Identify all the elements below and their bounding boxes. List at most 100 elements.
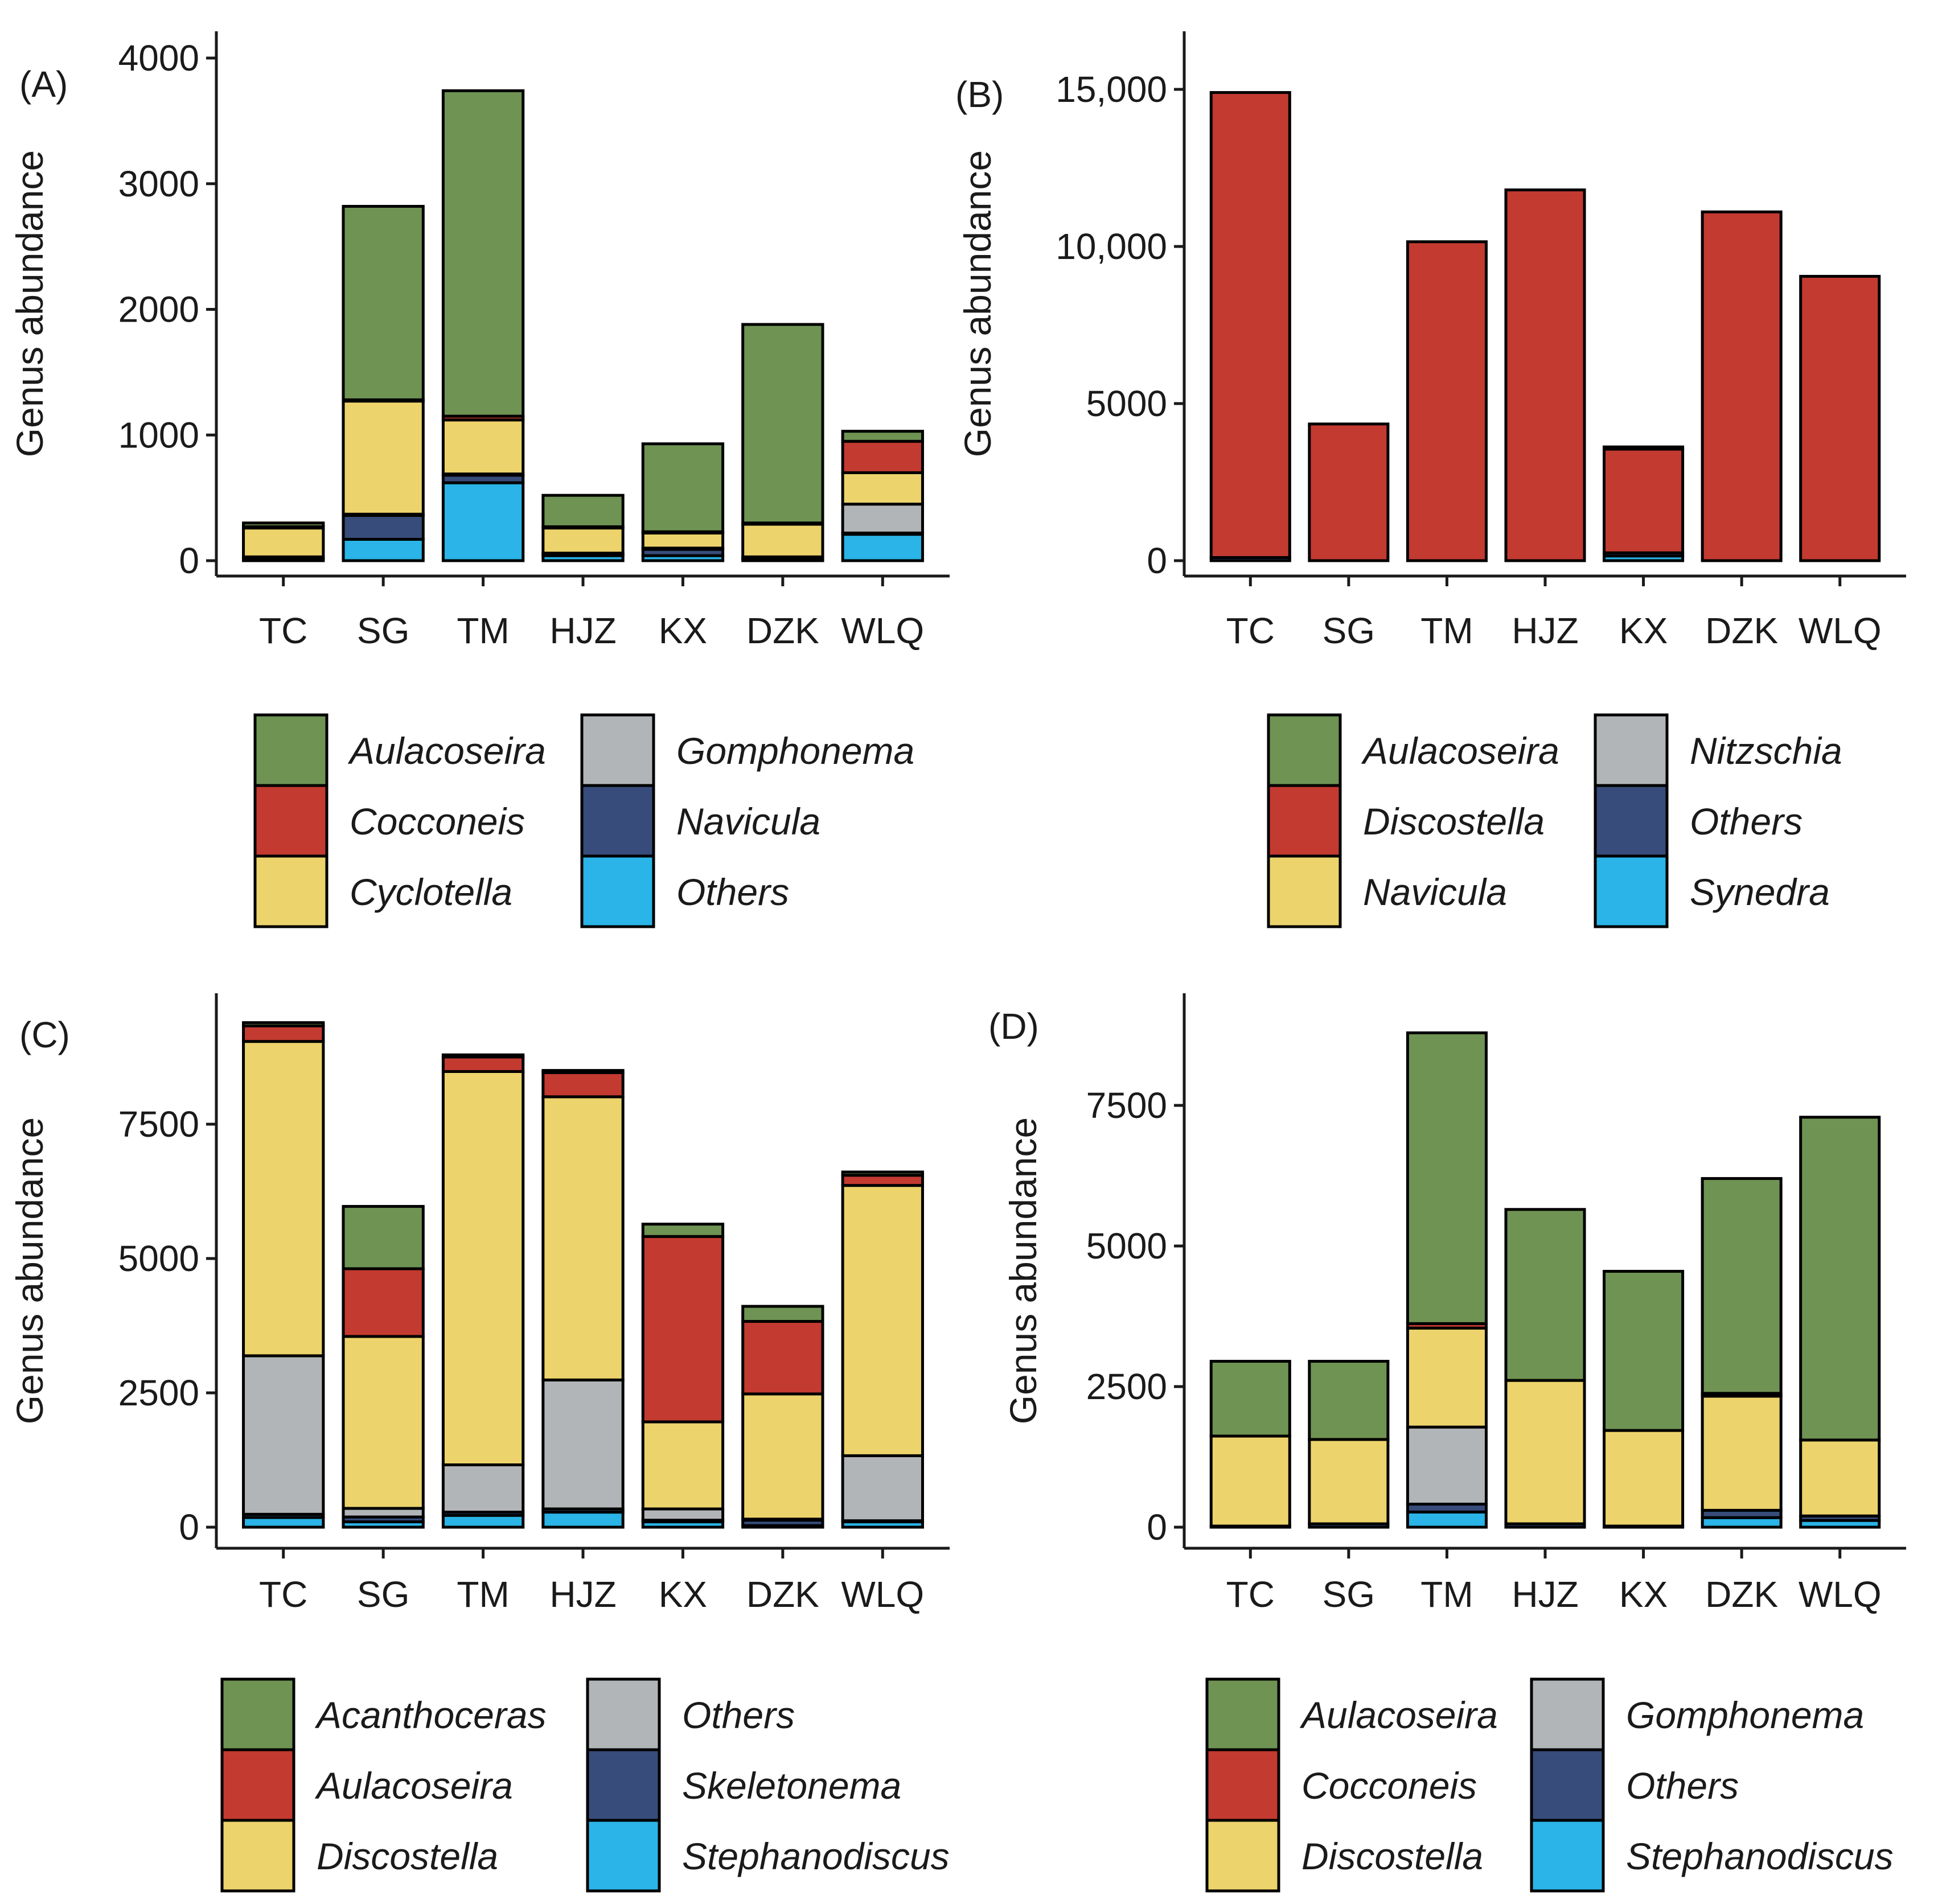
bar-segment-sg-cyclotella bbox=[342, 400, 425, 516]
panel-b: (B) Genus abundance 0 5000 10,000 15,000 TC S… bbox=[955, 31, 1906, 928]
legend-key-aulacoseira bbox=[220, 1748, 295, 1822]
bar-segment-tm-others bbox=[441, 481, 525, 562]
legend-key-others bbox=[580, 854, 655, 928]
bar-segment-dzk-discostella bbox=[741, 1392, 824, 1521]
legend-label-gomphonema: Gomphonema bbox=[1626, 1694, 1864, 1736]
legend-label-cocconeis: Cocconeis bbox=[350, 800, 525, 842]
x-tick-label: DZK bbox=[1705, 610, 1778, 651]
x-tick-label: KX bbox=[1619, 610, 1668, 651]
legend-label-stephanodiscus: Stephanodiscus bbox=[1626, 1835, 1894, 1877]
y-tick-label: 10,000 bbox=[1056, 226, 1167, 267]
bar-segment-kx-others bbox=[641, 1507, 725, 1522]
y-tick-label: 0 bbox=[179, 1507, 199, 1548]
bar-segment-tc-aulacoseira bbox=[242, 1024, 325, 1043]
legend-key-gomphonema bbox=[1530, 1677, 1605, 1751]
legend-key-aulacoseira bbox=[253, 713, 329, 787]
bar-segment-hjz-stephanodiscus bbox=[541, 1511, 625, 1529]
bar-segment-tm-discostella bbox=[1406, 240, 1488, 562]
bar-segment-kx-discostella bbox=[1603, 447, 1685, 554]
bar-segment-hjz-aulacoseira bbox=[541, 494, 625, 528]
legend-key-discostella bbox=[220, 1819, 295, 1893]
bar-segment-kx-discostella bbox=[1603, 1429, 1685, 1528]
legend-label-others: Others bbox=[1690, 800, 1802, 842]
bar-segment-wlq-discostella bbox=[1799, 1438, 1881, 1518]
bar-segment-tm-stephanodiscus bbox=[441, 1514, 525, 1529]
bar-segment-tm-cyclotella bbox=[441, 418, 525, 476]
bar-segment-sg-discostella bbox=[1308, 422, 1390, 562]
x-tick-label: HJZ bbox=[549, 1574, 616, 1615]
bar-segment-tc-cyclotella bbox=[242, 527, 325, 558]
legend-label-others: Others bbox=[676, 871, 789, 913]
bar-segment-hjz-others bbox=[541, 1378, 625, 1511]
x-tick-label: TM bbox=[457, 1574, 509, 1615]
bar-segment-wlq-cocconeis bbox=[841, 439, 924, 474]
panel-a: (A) Genus abundance 0 1000 2000 3000 4000 TC S… bbox=[9, 31, 950, 928]
legend-key-cocconeis bbox=[1205, 1748, 1280, 1822]
legend-key-aulacoseira bbox=[1267, 713, 1342, 787]
legend-key-discostella bbox=[1205, 1819, 1280, 1893]
panel-c: (C) Genus abundance 0 2500 5000 7500 TC SG TM H… bbox=[9, 993, 950, 1893]
bar-segment-dzk-cyclotella bbox=[741, 523, 824, 558]
x-tick-label: TM bbox=[1420, 1574, 1473, 1615]
y-tick-label: 0 bbox=[179, 540, 199, 581]
y-tick-label: 0 bbox=[1147, 540, 1167, 581]
bar-segment-hjz-discostella bbox=[1504, 188, 1586, 562]
legend-label-navicula: Navicula bbox=[676, 800, 820, 842]
x-tick-label: TM bbox=[457, 610, 509, 651]
bar-segment-kx-aulacoseira bbox=[1603, 1269, 1685, 1432]
legend-label-discostella: Discostella bbox=[1363, 800, 1545, 842]
bar-segment-dzk-aulacoseira bbox=[741, 323, 824, 525]
x-tick-label: TC bbox=[259, 610, 307, 651]
bar-segment-hjz-cyclotella bbox=[541, 527, 625, 555]
y-tick-label: 5000 bbox=[118, 1238, 199, 1279]
legend-label-aulacoseira: Aulacoseira bbox=[347, 730, 546, 772]
legend-key-navicula bbox=[1267, 854, 1342, 928]
legend-label-aulacoseira: Aulacoseira bbox=[314, 1765, 513, 1807]
bar-segment-sg-others bbox=[342, 537, 425, 562]
bar-segment-wlq-cyclotella bbox=[841, 471, 924, 506]
bar-segment-wlq-acanthoceras bbox=[841, 1170, 924, 1177]
bar-segment-tc-acanthoceras bbox=[242, 1021, 325, 1027]
y-tick-label: 7500 bbox=[1086, 1085, 1167, 1126]
bar-segment-dzk-aulacoseira bbox=[741, 1319, 824, 1396]
y-axis-title: Genus abundance bbox=[9, 1117, 51, 1424]
bar-segment-tm-discostella bbox=[441, 1070, 525, 1466]
bar-segment-tm-acanthoceras bbox=[441, 1053, 525, 1059]
bar-segment-dzk-discostella bbox=[1701, 1395, 1783, 1512]
y-tick-label: 5000 bbox=[1086, 383, 1167, 424]
bar-segment-tc-others bbox=[242, 1354, 325, 1516]
legend-label-navicula: Navicula bbox=[1363, 871, 1507, 913]
y-axis-title: Genus abundance bbox=[1002, 1117, 1044, 1424]
bar-segment-kx-aulacoseira bbox=[641, 442, 725, 533]
y-tick-label: 7500 bbox=[118, 1104, 199, 1145]
legend-label-stephanodiscus: Stephanodiscus bbox=[682, 1835, 950, 1877]
x-tick-label: WLQ bbox=[1799, 610, 1882, 651]
legend-label-gomphonema: Gomphonema bbox=[676, 730, 914, 772]
legend-label-discostella: Discostella bbox=[317, 1835, 498, 1877]
legend-key-synedra bbox=[1594, 854, 1669, 928]
legend-key-nitzschia bbox=[1594, 713, 1669, 787]
legend-key-stephanodiscus bbox=[1530, 1819, 1605, 1893]
bar-segment-wlq-aulacoseira bbox=[1799, 1116, 1881, 1442]
legend-label-synedra: Synedra bbox=[1690, 871, 1830, 913]
bar-segment-sg-discostella bbox=[1308, 1438, 1390, 1525]
x-tick-label: WLQ bbox=[1799, 1574, 1882, 1615]
x-tick-label: TC bbox=[1226, 610, 1275, 651]
bar-segment-dzk-acanthoceras bbox=[741, 1305, 824, 1323]
x-tick-label: TC bbox=[1226, 1574, 1275, 1615]
bar-segment-kx-discostella bbox=[641, 1420, 725, 1511]
bar-segment-tm-aulacoseira bbox=[1406, 1031, 1488, 1325]
bar-segment-tm-aulacoseira bbox=[441, 89, 525, 418]
bar-segment-wlq-others bbox=[841, 1454, 924, 1523]
panel-label: (A) bbox=[19, 64, 68, 105]
y-tick-label: 0 bbox=[1147, 1507, 1167, 1548]
x-tick-label: HJZ bbox=[549, 610, 616, 651]
legend-label-discostella: Discostella bbox=[1301, 1835, 1483, 1877]
bar-segment-kx-aulacoseira bbox=[1603, 445, 1685, 451]
legend-label-skeletonema: Skeletonema bbox=[682, 1765, 901, 1807]
legend-key-aulacoseira bbox=[1205, 1677, 1280, 1751]
bar-segment-tc-aulacoseira bbox=[1209, 1360, 1291, 1438]
panel-label: (D) bbox=[988, 1006, 1039, 1047]
legend-label-aulacoseira: Aulacoseira bbox=[1299, 1694, 1498, 1736]
